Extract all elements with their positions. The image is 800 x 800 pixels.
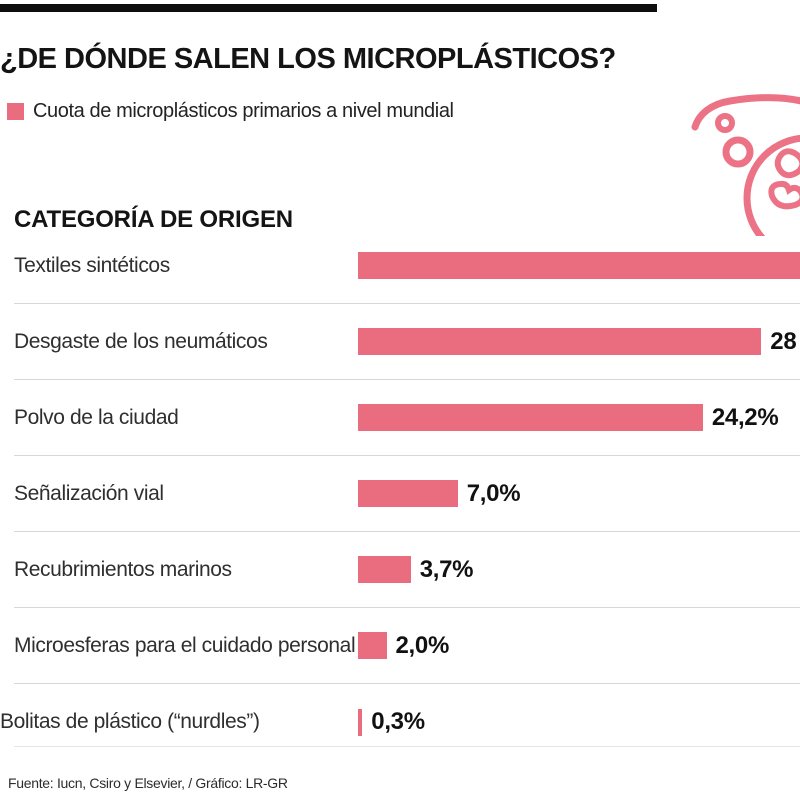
source-credit: Fuente: Iucn, Csiro y Elsevier, / Gráfic…: [8, 775, 288, 791]
bar-textiles: [358, 252, 800, 279]
value-label: 0,3%: [371, 708, 425, 735]
value-label: 28: [770, 327, 797, 355]
category-label: Polvo de la ciudad: [14, 405, 179, 429]
bar-chart: Textiles sintéticos Desgaste de los neum…: [0, 228, 800, 760]
bar-senalizacion: [358, 480, 458, 507]
particle-blob-1: [774, 148, 800, 179]
category-label: Bolitas de plástico (“nurdles”): [0, 710, 260, 733]
category-label: Textiles sintéticos: [14, 253, 170, 277]
category-label: Desgaste de los neumáticos: [14, 329, 268, 353]
bar-row-textiles: Textiles sintéticos: [14, 228, 800, 304]
medium-bubble-circle: [722, 136, 754, 168]
bar-row-recubrimientos: Recubrimientos marinos 3,7%: [14, 532, 800, 608]
legend-label: Cuota de microplásticos primarios a nive…: [33, 100, 454, 122]
category-label: Microesferas para el cuidado personal: [14, 633, 356, 657]
bar-row-polvo: Polvo de la ciudad 24,2%: [14, 380, 800, 456]
bar-row-microesferas: Microesferas para el cuidado personal 2,…: [14, 608, 800, 684]
top-rule: [0, 4, 657, 12]
value-label: 3,7%: [419, 555, 474, 583]
bar-polvo: [358, 404, 703, 431]
bar-neumaticos: [358, 328, 762, 355]
footer-divider: [14, 746, 800, 747]
section-heading: CATEGORÍA DE ORIGEN: [14, 205, 293, 233]
bar-microesferas: [358, 632, 387, 659]
legend-swatch: [7, 103, 24, 120]
page-title: ¿DE DÓNDE SALEN LOS MICROPLÁSTICOS?: [0, 43, 616, 76]
bar-row-bolitas: Bolitas de plástico (“nurdles”) 0,3%: [0, 684, 800, 760]
particle-blob-2: [768, 180, 800, 210]
bar-recubrimientos: [358, 556, 411, 583]
magnifier-circle: [743, 134, 800, 236]
bar-bolitas: [358, 708, 363, 736]
small-knob-circle: [715, 113, 735, 133]
value-label: 2,0%: [395, 631, 450, 659]
value-label: 24,2%: [711, 403, 779, 431]
swoosh-line: [691, 94, 800, 131]
value-label: 7,0%: [466, 479, 521, 507]
chart-legend: Cuota de microplásticos primarios a nive…: [7, 100, 454, 123]
category-label: Señalización vial: [14, 481, 164, 505]
bar-row-senalizacion: Señalización vial 7,0%: [14, 456, 800, 532]
category-label: Recubrimientos marinos: [14, 557, 232, 581]
bar-row-neumaticos: Desgaste de los neumáticos 28: [14, 304, 800, 380]
microplastics-doodle-illustration: [691, 94, 800, 236]
